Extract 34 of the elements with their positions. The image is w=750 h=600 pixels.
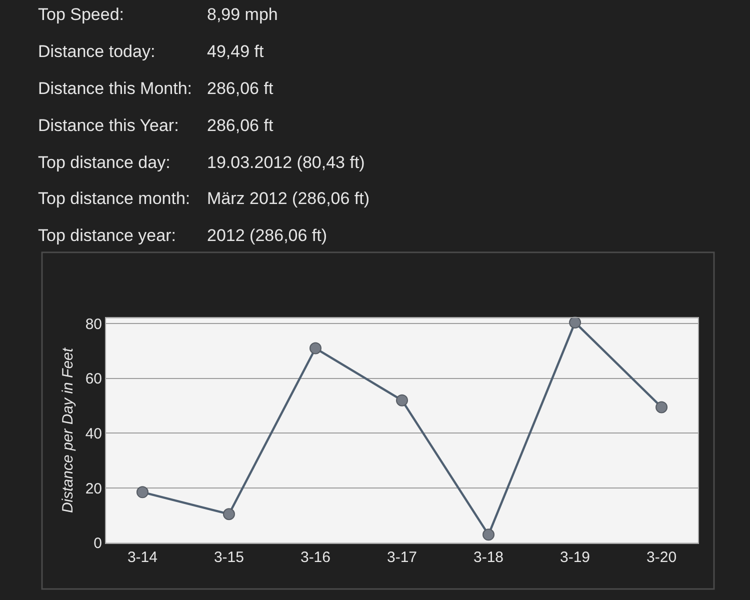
text: Top distance day: xyxy=(38,153,170,172)
text: 2012 (286,06 ft) xyxy=(207,226,328,245)
point xyxy=(656,401,668,414)
text: März 2012 (286,06 ft) xyxy=(207,189,370,208)
text: Distance this Month: xyxy=(38,79,192,98)
point xyxy=(222,508,235,520)
y-tick-label: 80 xyxy=(85,316,102,333)
x-tick-label: 3-19 xyxy=(560,548,590,566)
point xyxy=(482,528,495,541)
text: 8,99 mph xyxy=(207,5,278,24)
y-axis-title: Distance per Day in Feet xyxy=(60,347,77,514)
x-tick-label: 3-16 xyxy=(300,548,331,566)
x-tick-label: 3-18 xyxy=(473,548,504,566)
text: 286,06 ft xyxy=(207,116,274,135)
text: Top distance year: xyxy=(38,226,176,245)
y-tick-label: 0 xyxy=(94,535,102,552)
text: Distance today: xyxy=(38,42,156,61)
text: Top Speed: xyxy=(38,5,124,24)
text: 286,06 ft xyxy=(207,79,274,98)
text: 49,49 ft xyxy=(207,42,264,61)
x-tick-label: 3-14 xyxy=(127,548,158,566)
text: 19.03.2012 (80,43 ft) xyxy=(207,153,365,172)
y-tick-label: 60 xyxy=(85,370,102,388)
point xyxy=(569,316,582,328)
point xyxy=(136,486,148,498)
text: Distance this Year: xyxy=(38,116,179,135)
text: Top distance month: xyxy=(38,189,190,208)
x-tick-label: 3-15 xyxy=(214,548,244,566)
point xyxy=(396,394,408,406)
point xyxy=(309,342,322,354)
x-tick-label: 3-17 xyxy=(386,548,418,566)
y-tick-label: 20 xyxy=(85,480,102,498)
y-tick-label: 40 xyxy=(85,425,102,442)
x-tick-label: 3-20 xyxy=(646,548,677,566)
